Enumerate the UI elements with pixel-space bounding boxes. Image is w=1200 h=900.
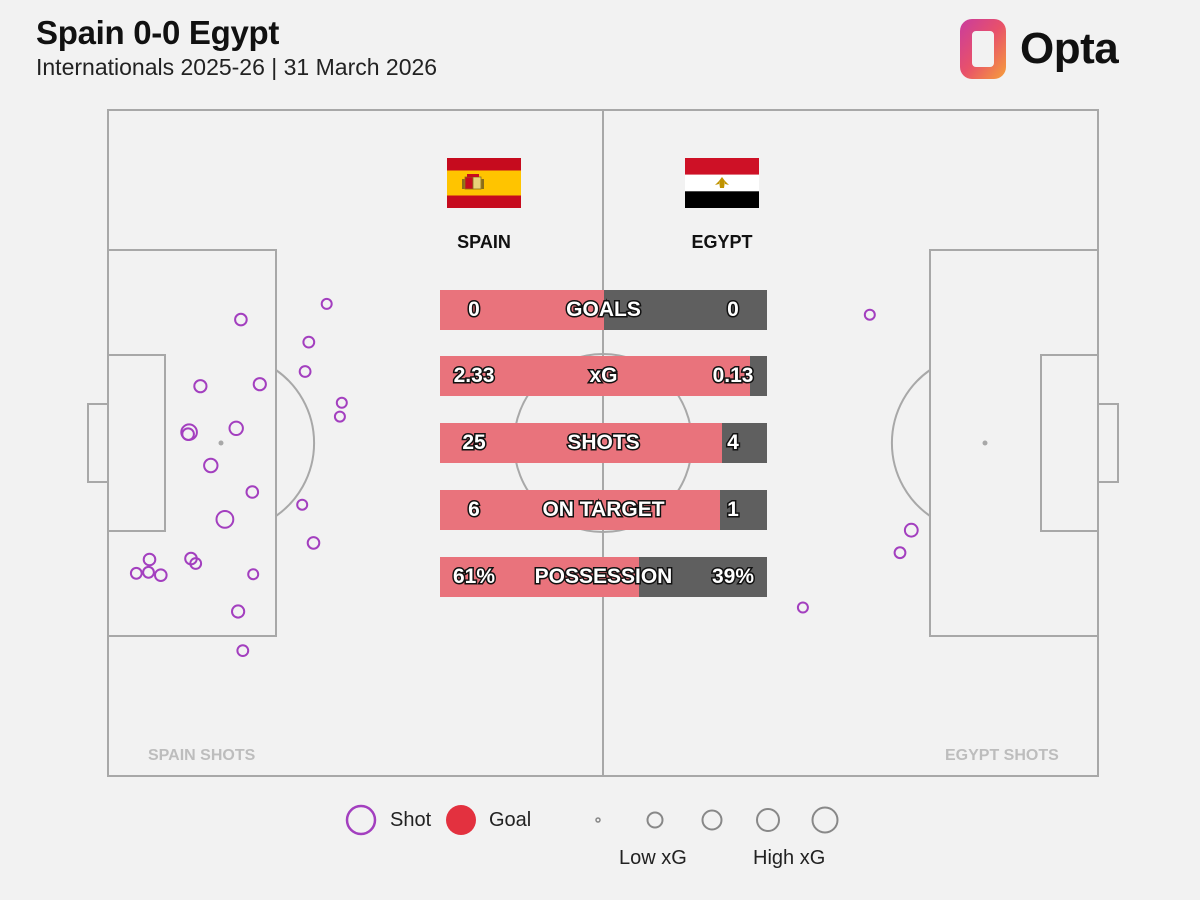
left-six-yard-box: [107, 354, 166, 532]
home-team-name: SPAIN: [457, 232, 511, 252]
away-bar: [720, 490, 767, 530]
stat-row-possession: 61% POSSESSION 39%: [440, 557, 767, 597]
legend-xg-size-2: [646, 811, 664, 829]
away-value: 39%: [710, 564, 755, 590]
home-shot-marker-6: [181, 427, 195, 442]
away-team-name: EGYPT: [691, 232, 753, 252]
legend-xg-size-3: [701, 809, 723, 831]
stat-label: SHOTS: [566, 430, 641, 456]
home-value: 61%: [451, 564, 496, 590]
away-shot-marker-4: [903, 522, 919, 538]
legend-goal-marker: [446, 805, 476, 835]
right-penalty-spot: [982, 440, 988, 446]
legend-shot-label: Shot: [390, 809, 432, 831]
home-shot-marker-12: [228, 420, 244, 436]
home-value: 25: [461, 430, 487, 456]
home-value: 6: [467, 497, 482, 523]
away-bar: [639, 557, 767, 597]
away-shot-markers: [796, 308, 919, 614]
stat-label: ON TARGET: [541, 497, 666, 523]
left-goal: [87, 403, 109, 483]
away-shot-marker-3: [796, 601, 809, 614]
home-shot-marker-23: [320, 297, 333, 310]
home-shot-marker-9: [203, 457, 219, 474]
home-shot-marker-17: [247, 568, 260, 581]
home-shot-marker-10: [215, 510, 235, 529]
away-shot-marker-1: [863, 308, 876, 321]
legend-high-xg-label: High xG: [753, 847, 826, 869]
opta-brand: Opta: [958, 17, 1119, 81]
opta-logo-icon: [960, 19, 1006, 79]
legend-xg-size-5: [811, 806, 839, 834]
legend-goal-label: Goal: [489, 809, 532, 831]
home-shot-marker-25: [335, 396, 348, 409]
right-penalty-arc: [890, 369, 931, 517]
home-shot-marker-2: [142, 565, 155, 579]
away-value: 1: [726, 497, 741, 523]
stat-row-xg: 2.33 xG 0.13: [440, 356, 767, 396]
home-bar: [440, 423, 722, 463]
opta-wordmark: Opta: [1020, 24, 1119, 73]
stat-label: xG: [588, 363, 619, 389]
away-value: 0.13: [711, 363, 755, 389]
right-six-yard-box: [1040, 354, 1099, 532]
stat-label: POSSESSION: [533, 564, 674, 590]
left-penalty-arc: [275, 369, 316, 517]
home-shot-marker-19: [296, 498, 309, 511]
stat-row-shots: 25 SHOTS 4: [440, 423, 767, 463]
away-shots-label: EGYPT SHOTS: [945, 747, 1059, 764]
home-shot-marker-14: [236, 644, 250, 657]
home-shot-marker-20: [298, 365, 312, 378]
home-shot-marker-16: [245, 485, 260, 499]
chart-subtitle: Internationals 2025-26 | 31 March 2026: [36, 54, 438, 80]
home-shot-marker-4: [142, 552, 157, 567]
stat-label: GOALS: [565, 297, 643, 323]
egypt-flag-icon: [685, 158, 759, 208]
right-goal: [1097, 403, 1119, 483]
left-penalty-spot: [218, 440, 224, 446]
chart-title: Spain 0-0 Egypt: [36, 14, 280, 51]
legend-low-xg-label: Low xG: [619, 847, 687, 869]
home-bar: [440, 557, 639, 597]
legend-xg-size-4: [756, 808, 780, 832]
home-shot-marker-1: [129, 566, 143, 580]
home-shot-marker-21: [302, 335, 316, 349]
away-value: 4: [726, 430, 741, 456]
home-shots-label: SPAIN SHOTS: [148, 747, 256, 764]
stat-row-goals: 0 GOALS 0: [440, 290, 767, 330]
home-shot-marker-18: [252, 377, 267, 392]
legend-shot-marker: [345, 804, 377, 836]
legend-xg-size-1: [595, 817, 601, 823]
home-bar: [440, 290, 604, 330]
home-shot-marker-13: [231, 604, 246, 619]
home-bar: [440, 490, 720, 530]
right-penalty-box: [929, 249, 1099, 637]
away-value: 0: [726, 297, 741, 323]
stat-row-on-target: 6 ON TARGET 1: [440, 490, 767, 530]
home-shot-marker-24: [333, 410, 346, 423]
home-value: 0: [467, 297, 482, 323]
away-bar: [722, 423, 767, 463]
home-shot-markers: [129, 297, 348, 657]
home-shot-marker-11: [193, 379, 208, 394]
home-value: 2.33: [452, 363, 496, 389]
home-shot-marker-3: [154, 568, 168, 583]
spain-flag-icon: [447, 158, 521, 208]
home-bar: [440, 356, 750, 396]
home-shot-marker-15: [234, 312, 248, 327]
away-shot-marker-2: [893, 546, 907, 560]
home-shot-marker-22: [306, 536, 321, 550]
home-shot-marker-8: [189, 557, 203, 570]
legend-marks: [345, 804, 839, 836]
away-bar: [604, 290, 767, 330]
away-bar: [750, 356, 767, 396]
